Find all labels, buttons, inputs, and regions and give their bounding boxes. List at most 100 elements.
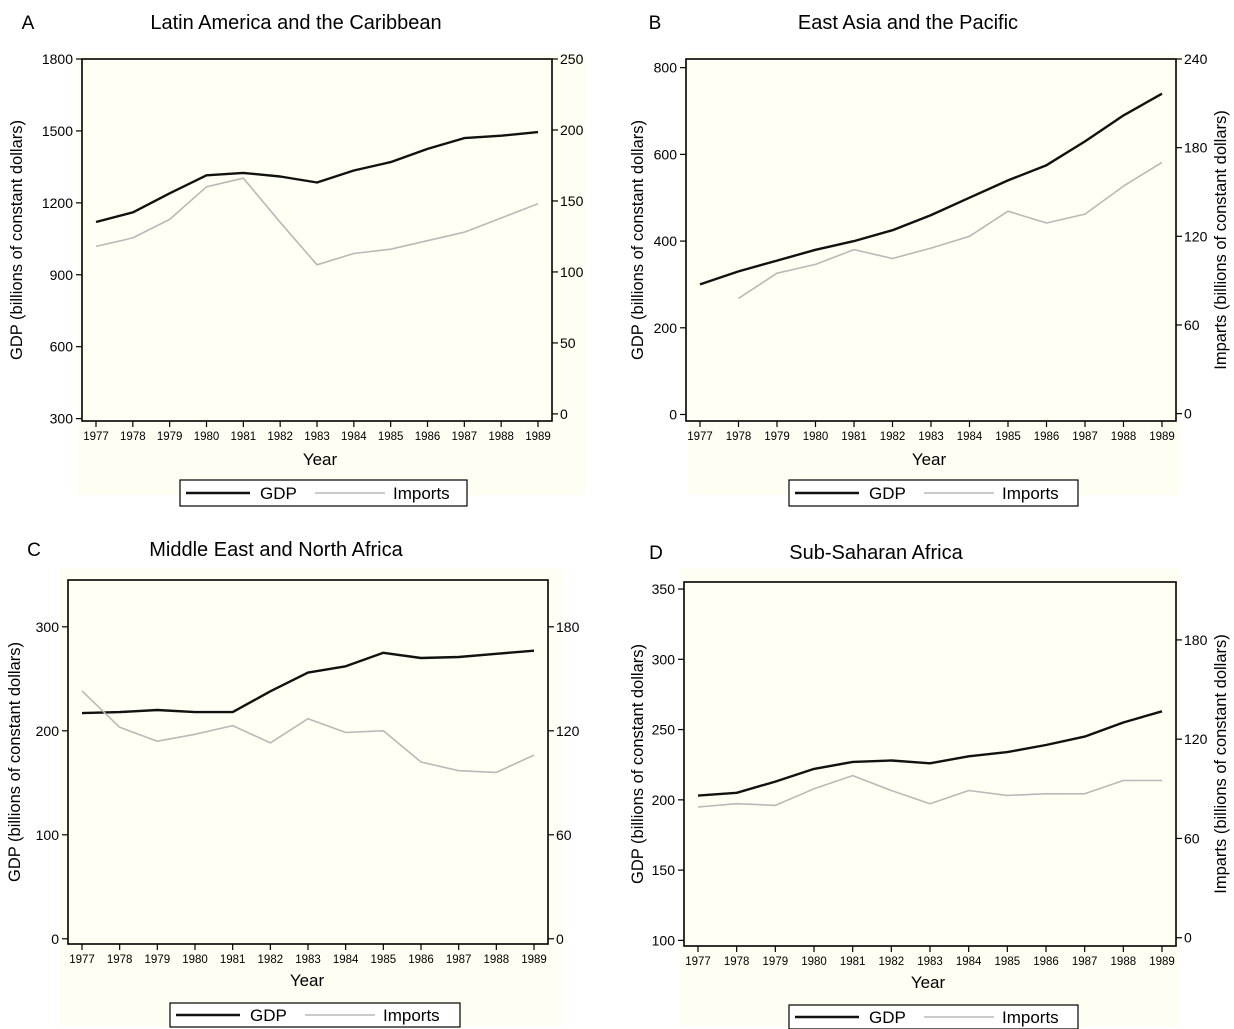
- panel-title: Sub-Saharan Africa: [789, 542, 963, 564]
- panel-title: Middle East and North Africa: [149, 539, 403, 561]
- y-axis-label: GDP (billions of constant dollars): [8, 120, 26, 360]
- x-axis-label: Year: [911, 973, 946, 992]
- y2-tick-label: 50: [560, 335, 576, 351]
- y-tick-label: 1800: [42, 51, 73, 67]
- y2-tick-label: 60: [1184, 830, 1200, 846]
- plot-area: [81, 58, 553, 422]
- x-tick-label: 1987: [1072, 956, 1098, 968]
- y-tick-label: 300: [50, 411, 74, 427]
- legend: GDP Imports: [169, 1002, 461, 1028]
- x-tick-label: 1988: [484, 954, 510, 966]
- x-tick-label: 1981: [220, 954, 246, 966]
- x-tick-label: 1982: [267, 431, 293, 443]
- series-line-gdp: [699, 92, 1163, 286]
- x-tick-label: 1984: [957, 431, 983, 443]
- y-tick-label: 900: [50, 267, 74, 283]
- y-axis-label: GDP (billions of constant dollars): [629, 120, 647, 360]
- y2-tick-label: 120: [1184, 731, 1208, 747]
- panel-letter: D: [649, 543, 663, 564]
- x-tick-label: 1982: [879, 956, 905, 968]
- y-tick-label: 400: [654, 233, 678, 249]
- x-tick-label: 1981: [840, 956, 866, 968]
- legend-label-imports: Imports: [1002, 1008, 1059, 1027]
- panel-title: East Asia and the Pacific: [798, 12, 1018, 34]
- x-tick-label: 1989: [1149, 956, 1175, 968]
- x-axis-label: Year: [290, 971, 325, 990]
- x-tick-label: 1987: [446, 954, 472, 966]
- y-tick-label: 800: [654, 60, 678, 76]
- x-tick-label: 1986: [415, 431, 441, 443]
- y2-tick-label: 240: [1184, 51, 1208, 67]
- x-tick-label: 1986: [1034, 431, 1060, 443]
- legend: GDP Imports: [788, 1004, 1079, 1029]
- y-tick-label: 300: [36, 619, 60, 635]
- panel-title: Latin America and the Caribbean: [150, 12, 441, 34]
- x-tick-label: 1987: [452, 431, 478, 443]
- x-tick-label: 1984: [956, 956, 982, 968]
- y-tick-label: 100: [652, 932, 676, 948]
- y2-tick-label: 120: [1184, 228, 1208, 244]
- y-tick-label: 1500: [42, 123, 73, 139]
- panel-c: 0 100 200 300 0 60 120 180 1977 1978 1979 1980 1981 1…: [6, 539, 580, 1028]
- y2-tick-label: 60: [556, 827, 572, 843]
- legend-label-imports: Imports: [393, 484, 450, 503]
- x-tick-label: 1989: [1149, 431, 1175, 443]
- x-tick-label: 1984: [341, 431, 367, 443]
- x-tick-label: 1985: [371, 954, 397, 966]
- x-tick-label: 1983: [304, 431, 330, 443]
- x-tick-label: 1984: [333, 954, 359, 966]
- x-tick-label: 1989: [521, 954, 547, 966]
- y2-tick-label: 180: [556, 619, 580, 635]
- panel-a: 300 600 900 1200 1500 1800 0 50 100 150 200 250 1977…: [8, 12, 585, 507]
- legend: GDP Imports: [788, 479, 1079, 507]
- x-tick-label: 1979: [157, 431, 183, 443]
- x-tick-label: 1978: [120, 431, 146, 443]
- y2-tick-label: 120: [556, 723, 580, 739]
- series-line-imports: [697, 774, 1162, 808]
- x-tick-label: 1977: [687, 431, 713, 443]
- x-axis-label: Year: [303, 450, 338, 469]
- y2-tick-label: 200: [560, 122, 584, 138]
- series-line-gdp: [81, 649, 535, 715]
- x-tick-label: 1977: [69, 954, 95, 966]
- legend-label-gdp: GDP: [250, 1006, 287, 1025]
- y-tick-label: 200: [652, 792, 676, 808]
- x-tick-label: 1977: [685, 956, 711, 968]
- series-line-imports: [81, 690, 535, 774]
- series-line-gdp: [697, 710, 1163, 797]
- x-tick-label: 1978: [724, 956, 750, 968]
- x-tick-label: 1983: [295, 954, 321, 966]
- y-axis-label: GDP (billions of constant dollars): [629, 644, 647, 884]
- x-tick-label: 1982: [880, 431, 906, 443]
- y2-tick-label: 0: [560, 406, 568, 422]
- y-tick-label: 1200: [42, 195, 73, 211]
- x-tick-label: 1985: [995, 431, 1021, 443]
- x-tick-label: 1978: [107, 954, 133, 966]
- panel-d: 100 150 200 250 300 350 0 60 120 180 1977 1978 1979 1…: [629, 542, 1230, 1029]
- x-tick-label: 1981: [231, 431, 257, 443]
- y-tick-label: 250: [652, 722, 676, 738]
- y-tick-label: 200: [36, 723, 60, 739]
- legend-label-gdp: GDP: [869, 484, 906, 503]
- y2-tick-label: 180: [1184, 140, 1208, 156]
- legend-label-imports: Imports: [383, 1006, 440, 1025]
- y-tick-label: 350: [652, 581, 676, 597]
- x-tick-label: 1983: [918, 431, 944, 443]
- panel-letter: C: [27, 540, 41, 561]
- series-line-gdp: [95, 130, 539, 224]
- x-tick-label: 1979: [763, 956, 789, 968]
- y-tick-label: 0: [669, 406, 677, 422]
- y2-tick-label: 0: [556, 931, 564, 947]
- x-tick-label: 1988: [1111, 431, 1137, 443]
- x-tick-label: 1985: [378, 431, 404, 443]
- x-tick-label: 1980: [801, 956, 827, 968]
- x-tick-label: 1980: [182, 954, 208, 966]
- y2-tick-label: 180: [1184, 632, 1208, 648]
- plot-area: [685, 58, 1177, 422]
- y-tick-label: 150: [652, 862, 676, 878]
- x-tick-label: 1982: [258, 954, 284, 966]
- x-tick-label: 1981: [841, 431, 867, 443]
- x-tick-label: 1989: [525, 431, 551, 443]
- x-tick-label: 1980: [803, 431, 829, 443]
